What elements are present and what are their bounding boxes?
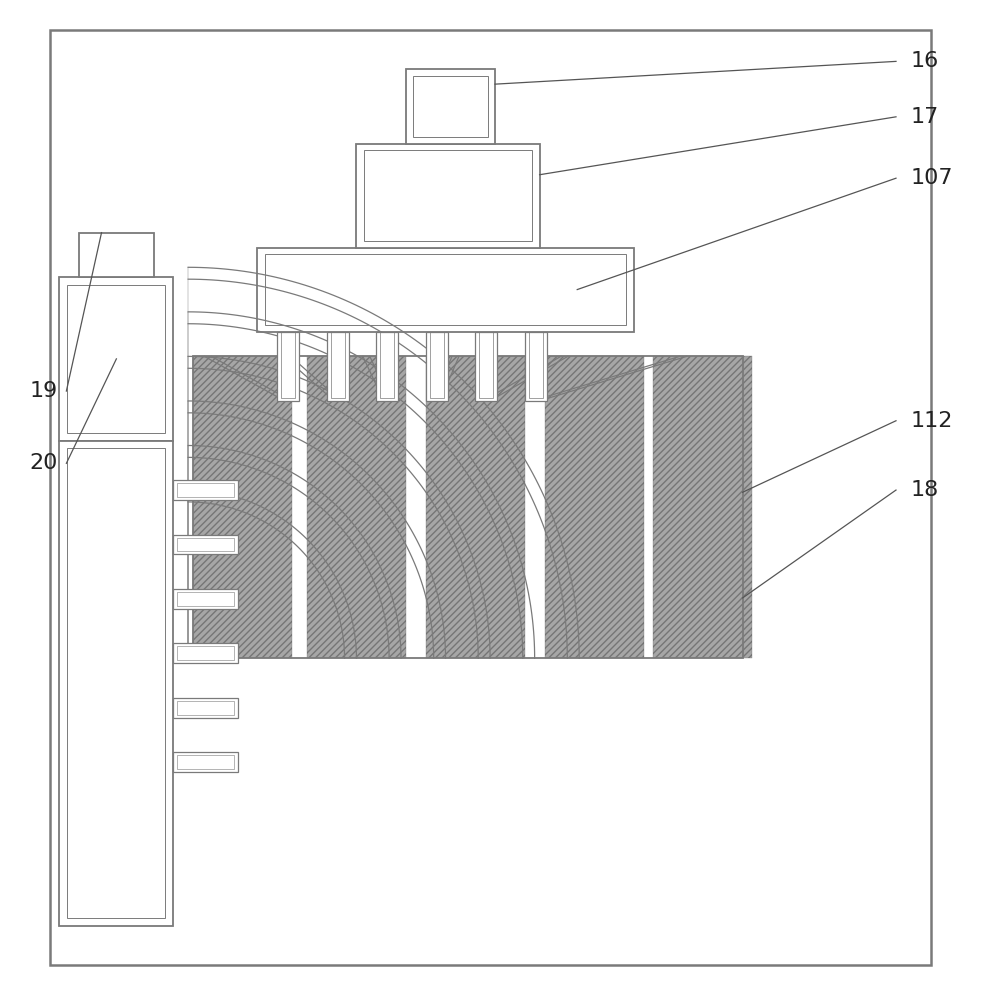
Bar [173,535,238,554]
Text: 20: 20 [30,453,58,473]
Bar [257,248,634,332]
Bar [177,538,234,551]
Bar [50,30,931,965]
Bar [173,480,238,500]
Bar [653,356,752,658]
Bar [173,698,238,718]
Bar [327,332,349,401]
Bar [173,589,238,609]
Bar [193,356,743,658]
Bar [406,69,495,144]
Bar [426,356,525,658]
Bar [426,332,448,401]
Bar [413,76,488,137]
Bar [67,285,165,433]
Bar [79,233,154,277]
Bar [529,332,543,398]
Bar [380,332,394,398]
Bar [265,254,626,325]
Text: 19: 19 [30,381,58,401]
Bar [177,592,234,606]
Bar [525,332,547,401]
Bar [177,755,234,769]
Bar [356,144,540,248]
Bar [376,332,398,401]
Bar [59,277,173,441]
Text: 16: 16 [911,51,939,71]
Bar [173,752,238,772]
Text: 18: 18 [911,480,939,500]
Bar [177,701,234,715]
Bar [173,644,238,663]
Bar [193,356,292,658]
Bar [193,356,743,658]
Bar [307,356,406,658]
Bar [545,356,644,658]
Bar [281,332,295,398]
Bar [177,483,234,497]
Bar [177,646,234,660]
Bar [277,332,299,401]
Bar [430,332,444,398]
Bar [193,356,292,658]
Bar [59,441,173,926]
Bar [307,356,406,658]
Bar [331,332,345,398]
Bar [479,332,493,398]
Bar [545,356,644,658]
Text: 112: 112 [911,411,953,431]
Bar [475,332,497,401]
Text: 107: 107 [911,168,953,188]
Bar [426,356,525,658]
Bar [67,448,165,918]
Bar [653,356,752,658]
Text: 17: 17 [911,107,939,127]
Bar [364,150,532,241]
